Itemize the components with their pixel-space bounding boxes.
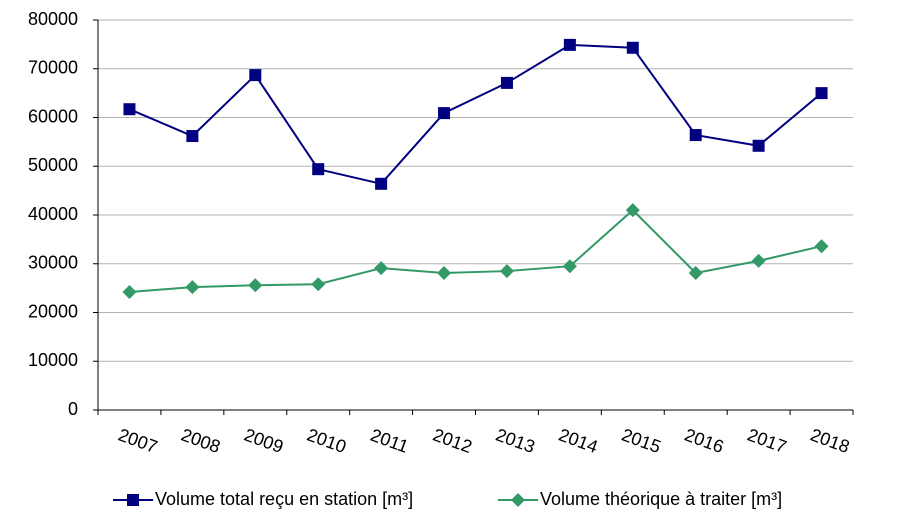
x-tick-label: 2009 [241, 425, 285, 457]
marker [751, 253, 766, 268]
marker [438, 107, 451, 120]
x-tick-label: 2011 [368, 425, 411, 457]
marker [123, 103, 136, 116]
marker [248, 278, 263, 293]
marker [122, 285, 137, 300]
y-tick-label: 20000 [28, 301, 78, 321]
y-tick-label: 40000 [28, 204, 78, 224]
marker [814, 239, 829, 254]
y-tick-label: 30000 [28, 253, 78, 273]
marker [312, 163, 325, 176]
x-tick-label: 2017 [745, 425, 789, 457]
marker [311, 277, 326, 292]
marker [249, 69, 262, 82]
marker [375, 177, 388, 190]
y-tick-label: 70000 [28, 58, 78, 78]
marker [563, 38, 576, 51]
marker [752, 139, 765, 152]
series-line [129, 43, 823, 185]
marker [815, 87, 828, 100]
x-tick-label: 2012 [430, 425, 474, 457]
marker [689, 129, 702, 142]
marker [437, 266, 452, 281]
x-tick-label: 2016 [682, 425, 726, 457]
marker [499, 264, 514, 279]
x-tick-label: 2018 [808, 425, 852, 457]
legend-marker [127, 494, 139, 506]
legend-label: Volume théorique à traiter [m³] [540, 489, 782, 509]
series-line [129, 208, 822, 294]
x-tick-label: 2014 [556, 425, 600, 457]
marker [625, 203, 640, 218]
x-tick-label: 2013 [493, 425, 537, 457]
y-tick-label: 60000 [28, 106, 78, 126]
marker [500, 76, 513, 89]
y-tick-label: 80000 [28, 9, 78, 29]
x-tick-label: 2008 [179, 425, 223, 457]
x-tick-label: 2010 [304, 425, 348, 457]
marker [185, 280, 200, 295]
marker [374, 261, 389, 276]
y-tick-label: 10000 [28, 350, 78, 370]
legend-marker [511, 493, 525, 507]
x-tick-label: 2007 [116, 425, 160, 457]
marker [688, 266, 703, 281]
marker [186, 130, 199, 143]
y-tick-label: 50000 [28, 155, 78, 175]
y-tick-label: 0 [68, 399, 78, 419]
x-tick-label: 2015 [619, 425, 663, 457]
marker [626, 41, 639, 54]
legend-label: Volume total reçu en station [m³] [155, 489, 413, 509]
marker [562, 259, 577, 274]
